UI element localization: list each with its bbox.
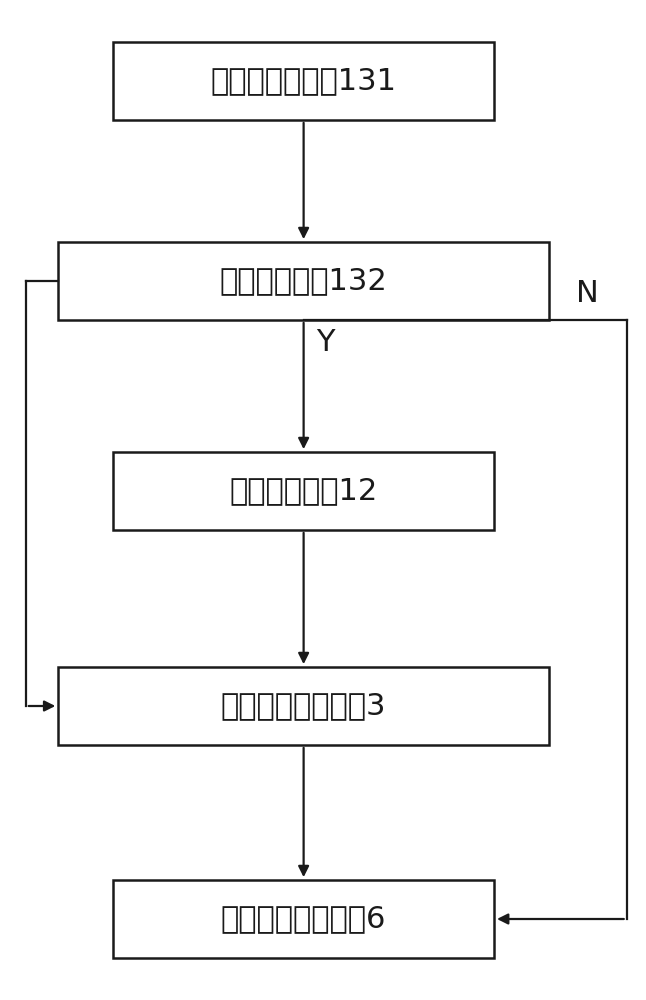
Text: N: N: [576, 279, 599, 308]
Text: 房间信息标记平台6: 房间信息标记平台6: [221, 904, 386, 934]
Bar: [113, 452, 494, 530]
Text: 信息标记模块132: 信息标记模块132: [220, 266, 388, 295]
Text: Y: Y: [317, 328, 335, 357]
Bar: [58, 667, 549, 745]
Bar: [58, 242, 549, 320]
Bar: [113, 880, 494, 958]
Text: 信息标记子单元131: 信息标记子单元131: [211, 66, 397, 96]
Text: 信息统计单元12: 信息统计单元12: [229, 477, 378, 506]
Text: 房间特征存储模块3: 房间特征存储模块3: [221, 692, 386, 720]
Bar: [113, 42, 494, 120]
